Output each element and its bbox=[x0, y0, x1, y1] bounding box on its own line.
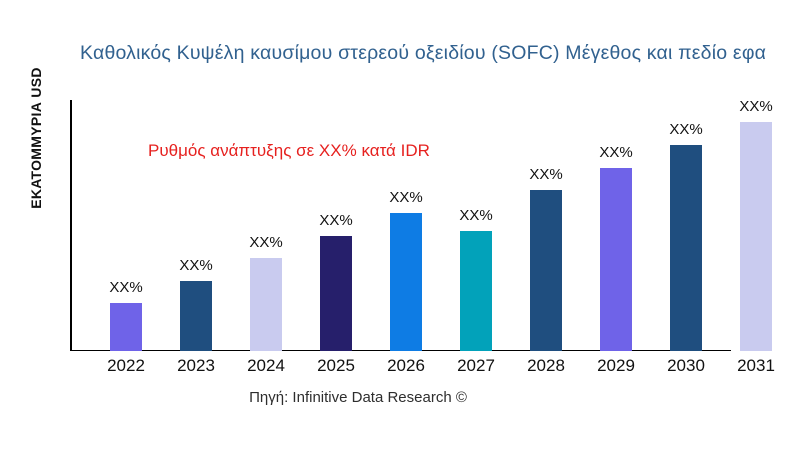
x-axis-tick-2024: 2024 bbox=[247, 356, 285, 375]
bar-value-label-2029: XX% bbox=[599, 144, 633, 161]
x-axis-tick-2031: 2031 bbox=[737, 356, 775, 375]
bar-2027 bbox=[460, 231, 492, 351]
growth-annotation: Ρυθμός ανάπτυξης σε XX% κατά IDR bbox=[148, 141, 430, 160]
bar-value-label-2024: XX% bbox=[249, 234, 283, 251]
source-note: Πηγή: Infinitive Data Research © bbox=[249, 389, 467, 406]
x-axis-tick-2030: 2030 bbox=[667, 356, 705, 375]
bar-value-label-2030: XX% bbox=[669, 121, 703, 138]
bar-value-label-2028: XX% bbox=[529, 166, 563, 183]
bar-value-label-2022: XX% bbox=[109, 279, 143, 296]
bar-2026 bbox=[390, 213, 422, 351]
bar-2025 bbox=[320, 236, 352, 351]
x-axis-tick-2025: 2025 bbox=[317, 356, 355, 375]
x-axis-tick-2028: 2028 bbox=[527, 356, 565, 375]
bar-2022 bbox=[110, 303, 142, 351]
bar-2029 bbox=[600, 168, 632, 351]
y-axis-line bbox=[70, 100, 72, 351]
bar-value-label-2031: XX% bbox=[739, 98, 773, 115]
bar-2028 bbox=[530, 190, 562, 351]
x-axis-tick-2027: 2027 bbox=[457, 356, 495, 375]
x-axis-tick-2022: 2022 bbox=[107, 356, 145, 375]
bar-value-label-2025: XX% bbox=[319, 212, 353, 229]
chart-title: Καθολικός Κυψέλη καυσίμου στερεού οξειδί… bbox=[80, 42, 767, 64]
bar-value-label-2027: XX% bbox=[459, 207, 493, 224]
bar-2024 bbox=[250, 258, 282, 351]
bar-value-label-2023: XX% bbox=[179, 257, 213, 274]
bar-2031 bbox=[740, 122, 772, 351]
bar-2023 bbox=[180, 281, 212, 351]
bar-value-label-2026: XX% bbox=[389, 189, 423, 206]
x-axis-tick-2029: 2029 bbox=[597, 356, 635, 375]
y-axis-label: ΕΚΑΤΟΜΜΥΡΙΑ USD bbox=[28, 67, 44, 209]
x-axis-tick-2023: 2023 bbox=[177, 356, 215, 375]
x-axis-tick-2026: 2026 bbox=[387, 356, 425, 375]
bar-2030 bbox=[670, 145, 702, 351]
